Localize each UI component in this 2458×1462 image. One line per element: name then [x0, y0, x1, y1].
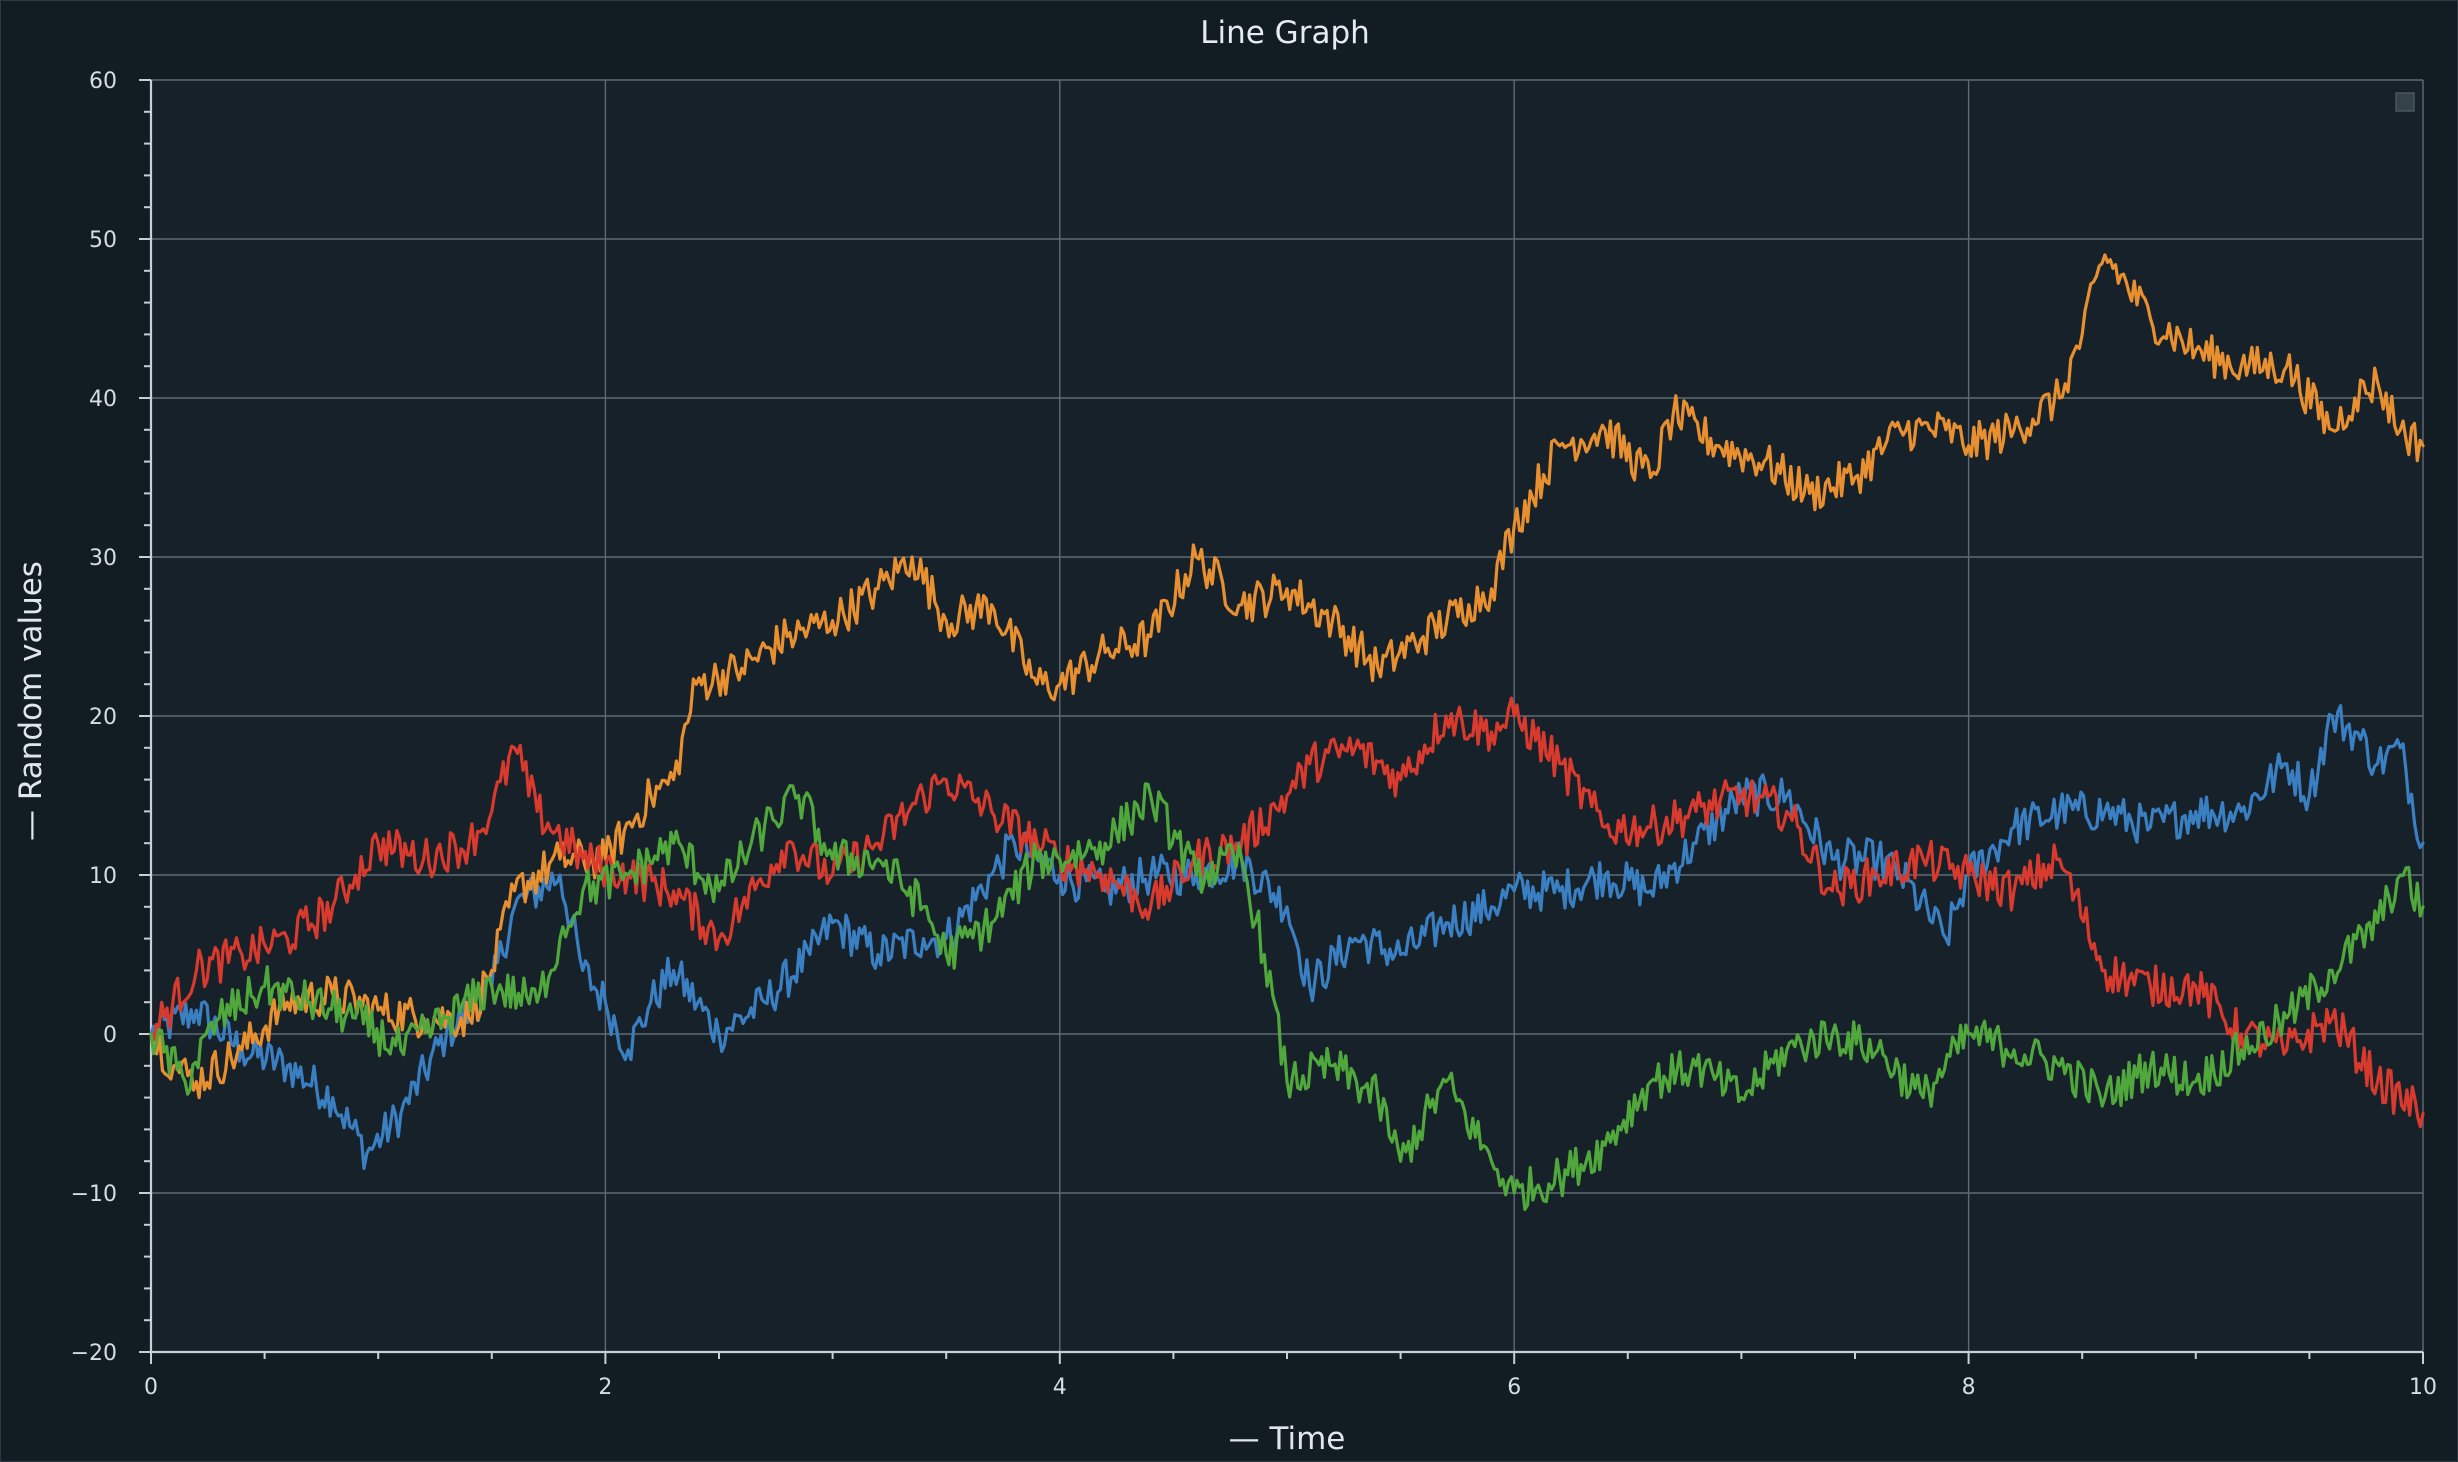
y-tick-label: 20 [89, 705, 117, 730]
series-line-2 [149, 253, 2425, 1100]
legend-box[interactable] [2395, 92, 2415, 112]
y-tick-label: −10 [71, 1182, 117, 1207]
series-line-3 [149, 696, 2425, 1129]
x-axis-label: — Time [1229, 1421, 1346, 1457]
y-tick-label: 60 [89, 69, 117, 94]
series-line-4 [149, 782, 2425, 1211]
x-tick-label: 8 [1962, 1375, 1976, 1400]
x-tick-label: 2 [598, 1375, 612, 1400]
series-layer [149, 253, 2425, 1211]
y-tick-label: 10 [89, 864, 117, 889]
y-tick-label: −20 [71, 1341, 117, 1366]
x-tick-label: 0 [144, 1375, 158, 1400]
x-tick-label: 10 [2409, 1375, 2437, 1400]
tick-layer: 0 2 4 6 8 10 −20 −10 0 10 20 30 40 50 60 [71, 69, 2437, 1400]
y-tick-label: 40 [89, 387, 117, 412]
y-axis-label: — Random values [13, 561, 49, 841]
chart-title: Line Graph [1200, 15, 1370, 51]
y-tick-label: 50 [89, 228, 117, 253]
x-tick-label: 6 [1507, 1375, 1521, 1400]
y-tick-label: 0 [103, 1023, 117, 1048]
x-tick-label: 4 [1053, 1375, 1067, 1400]
y-tick-label: 30 [89, 546, 117, 571]
